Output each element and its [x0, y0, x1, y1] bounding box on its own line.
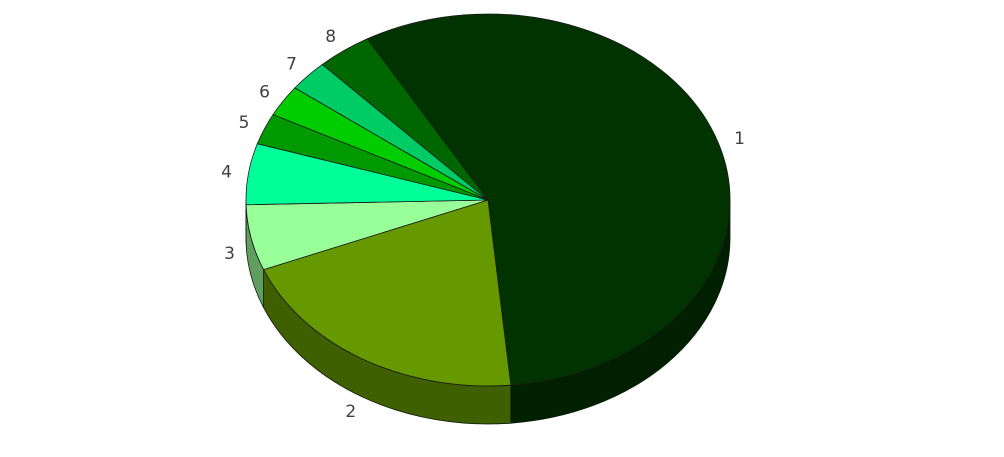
slice-label-3: 3 — [224, 244, 235, 264]
slice-label-1: 1 — [734, 129, 745, 149]
slice-label-5: 5 — [239, 113, 250, 133]
slice-label-4: 4 — [221, 162, 232, 182]
slice-label-7: 7 — [286, 55, 297, 75]
pie-slice-2 — [263, 199, 512, 387]
slice-label-2: 2 — [345, 402, 356, 422]
slice-label-6: 6 — [259, 82, 270, 102]
pie-slice-8 — [321, 38, 489, 201]
pie-slice-1 — [366, 13, 731, 386]
pie-labels: 1 2 3 4 567 8 — [221, 27, 745, 422]
slice-label-8: 8 — [325, 27, 336, 47]
pie-top-faces — [245, 13, 731, 387]
